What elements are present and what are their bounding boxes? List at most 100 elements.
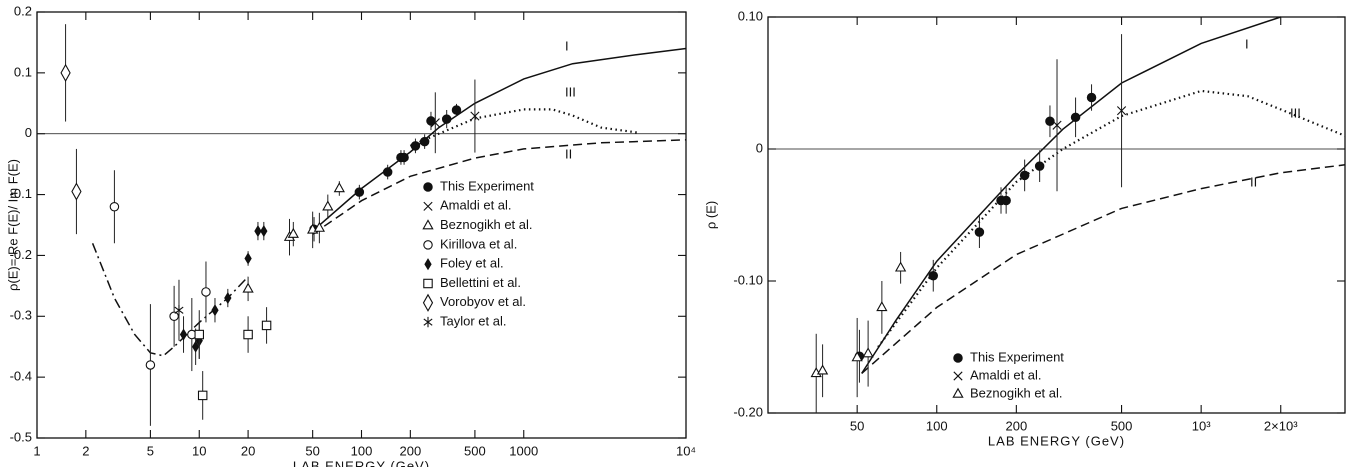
data-point [1034, 161, 1045, 171]
curve-label: I [1245, 36, 1249, 51]
curve-label: II [565, 146, 572, 161]
x-tick-label: 500 [464, 443, 486, 458]
legend-marker [424, 258, 432, 271]
plot-frame [36, 11, 687, 439]
legend-marker [423, 182, 433, 192]
x-tick-label: 10⁴ [676, 443, 696, 458]
data-point [60, 63, 71, 82]
x-tick-label: 500 [1111, 418, 1133, 433]
x-tick-label: 2×10³ [1264, 418, 1298, 433]
theory-curve [861, 164, 1346, 374]
legend-label: Foley et al. [440, 256, 504, 271]
data-point [354, 187, 365, 197]
data-point [243, 329, 253, 340]
legend-marker [953, 353, 963, 363]
y-tick-label: -0.10 [733, 272, 763, 287]
y-tick-label: -0.20 [733, 404, 763, 419]
data-point [333, 182, 345, 193]
theory-curve [861, 16, 1281, 374]
data-point [382, 167, 393, 177]
curve-label: I [565, 38, 569, 53]
data-point [430, 118, 440, 128]
data-point [201, 287, 211, 297]
legend-marker [423, 278, 433, 289]
theory-curve [409, 108, 638, 147]
legend-marker [422, 219, 434, 230]
data-point [1052, 120, 1062, 130]
x-tick-label: 200 [399, 443, 421, 458]
data-point [322, 200, 334, 211]
x-tick-label: 10 [192, 443, 206, 458]
curve-label: III [565, 84, 576, 99]
legend-label: This Experiment [970, 349, 1064, 364]
data-point [894, 261, 907, 272]
data-point [816, 364, 829, 375]
data-point [441, 114, 452, 124]
legend-marker [423, 240, 433, 250]
x-tick-label: 1 [33, 443, 40, 458]
x-tick-label: 1000 [509, 443, 538, 458]
y-tick-label: 0 [756, 140, 763, 155]
y-axis-label: ρ (E) [703, 201, 718, 229]
legend-marker [423, 201, 433, 211]
x-axis-label: LAB ENERGY (GeV) [293, 458, 430, 467]
y-tick-label: -0.2 [10, 247, 32, 262]
data-point [1086, 92, 1097, 103]
theory-curve [877, 89, 1346, 348]
x-tick-label: 100 [926, 418, 948, 433]
data-point [1070, 112, 1081, 123]
data-point [876, 301, 888, 312]
data-point [224, 291, 232, 305]
data-point [197, 390, 208, 401]
data-point [244, 252, 252, 265]
data-point [261, 320, 272, 331]
y-tick-label: 0.2 [14, 3, 32, 18]
legend-label: Kirillova et al. [440, 236, 517, 251]
data-point [194, 329, 205, 340]
data-point [470, 111, 480, 121]
data-point [242, 282, 254, 293]
data-point [211, 304, 219, 317]
legend-label: Bellettini et al. [440, 275, 521, 290]
data-point [1116, 106, 1127, 116]
data-point [260, 225, 268, 238]
legend-marker [952, 387, 964, 398]
x-tick-label: 10³ [1192, 418, 1211, 433]
x-tick-label: 2 [82, 443, 89, 458]
data-point [145, 360, 156, 370]
legend-label: Amaldi et al. [440, 198, 512, 213]
legend-label: Beznogikh et al. [440, 217, 533, 232]
legend-marker [423, 316, 433, 328]
data-point [174, 305, 184, 316]
data-point [928, 270, 939, 281]
data-point [419, 136, 430, 147]
data-point [851, 351, 863, 362]
data-point [179, 328, 188, 341]
y-tick-label: 0.1 [14, 64, 32, 79]
data-point [254, 225, 262, 238]
data-point [974, 227, 985, 237]
legend-label: Beznogikh et al. [970, 385, 1063, 400]
data-point [109, 201, 120, 212]
x-tick-label: 5 [147, 443, 154, 458]
data-point [191, 340, 200, 353]
legend-label: Vorobyov et al. [440, 294, 526, 309]
data-point [862, 347, 874, 358]
legend-label: Amaldi et al. [970, 367, 1042, 382]
x-tick-label: 100 [351, 443, 373, 458]
theory-curve [312, 139, 687, 235]
curve-label: II [1250, 174, 1257, 189]
data-point [287, 227, 299, 238]
data-point [71, 182, 82, 201]
data-point [399, 152, 409, 163]
y-tick-label: -0.1 [10, 186, 32, 201]
y-axis-label: ρ(E)= Re F(E)/ Im F(E) [5, 159, 20, 291]
legend-label: This Experiment [440, 178, 534, 193]
y-tick-label: -0.3 [10, 308, 32, 323]
legend-marker [422, 293, 434, 312]
x-tick-label: 20 [241, 443, 255, 458]
data-point [1001, 195, 1011, 206]
curve-label: III [1290, 105, 1301, 120]
plot-frame [767, 16, 1346, 414]
